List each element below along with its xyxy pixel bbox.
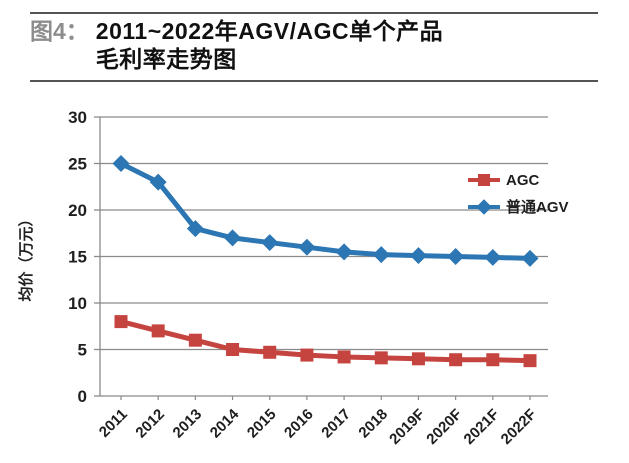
figure-header: 图4： 2011~2022年AGV/AGC单个产品 毛利率走势图 [30,17,609,73]
data-point-AGC-2011 [114,315,128,329]
data-point-普通AGV-2018 [372,246,390,264]
x-axis-tick-label: 2016 [281,406,317,442]
data-point-AGC-2020F [449,353,463,367]
data-point-AGC-2014 [226,343,240,356]
x-axis-tick-label: 2020F [423,406,465,448]
data-point-普通AGV-2017 [335,243,353,261]
legend-marker-普通AGV [476,199,492,215]
data-point-AGC-2017 [337,350,351,364]
data-point-普通AGV-2015 [261,234,279,252]
y-axis-tick-label: 25 [68,155,87,174]
x-axis-tick-label: 2012 [132,406,168,442]
y-axis-tick-label: 10 [68,294,87,313]
figure-title-line2: 毛利率走势图 [95,46,237,72]
data-point-普通AGV-2013 [186,220,204,238]
x-axis-tick-label: 2011 [96,406,131,441]
figure-title: 2011~2022年AGV/AGC单个产品 毛利率走势图 [96,17,443,73]
data-point-AGC-2019F [411,352,425,366]
x-axis-tick-label: 2017 [318,406,354,442]
data-point-普通AGV-2011 [112,155,130,172]
legend-label-普通AGV: 普通AGV [506,198,569,216]
data-point-普通AGV-2020F [447,248,465,265]
y-axis-tick-label: 15 [68,248,87,267]
x-axis-tick-label: 2019F [386,406,428,448]
data-point-AGC-2021F [486,353,500,367]
y-axis-tick-label: 20 [68,201,87,220]
data-point-AGC-2012 [151,324,165,338]
data-point-普通AGV-2019F [409,247,427,265]
y-axis-tick-label: 30 [68,108,87,127]
data-point-AGC-2022F [523,354,537,368]
data-point-AGC-2018 [374,351,388,365]
y-axis-tick-label: 5 [78,341,87,360]
x-axis-tick-label: 2013 [170,406,206,442]
trend-line-chart: 0 5 10 15 20 25 30 2011 2012 2013 2014 2015 2016 2017… [17,108,569,448]
y-axis-tick-label: 0 [78,387,87,406]
data-point-普通AGV-2012 [149,173,167,191]
header-bottom-rule [30,80,598,82]
series-line-AGC [118,319,533,364]
figure-label: 图4： [30,18,89,44]
data-point-普通AGV-2016 [298,238,316,256]
x-axis-tick-label: 2021F [461,406,503,448]
data-point-AGC-2016 [300,348,314,362]
data-point-普通AGV-2021F [484,248,502,266]
data-point-AGC-2013 [188,333,202,347]
header-top-rule [30,12,598,14]
data-point-普通AGV-2014 [224,229,242,247]
y-axis-title: 均价（万元） [17,211,35,301]
legend-label-AGC: AGC [506,172,540,189]
x-axis-tick-label: 2014 [207,405,243,441]
x-axis-tick-label: 2015 [244,406,280,442]
figure-title-line1: 2011~2022年AGV/AGC单个产品 [95,18,444,44]
x-axis-tick-label: 2022F [498,406,540,448]
series-line-普通AGV [118,161,533,261]
legend-marker-AGC [478,174,490,186]
data-point-AGC-2015 [263,345,277,359]
data-point-普通AGV-2022F [521,249,539,267]
